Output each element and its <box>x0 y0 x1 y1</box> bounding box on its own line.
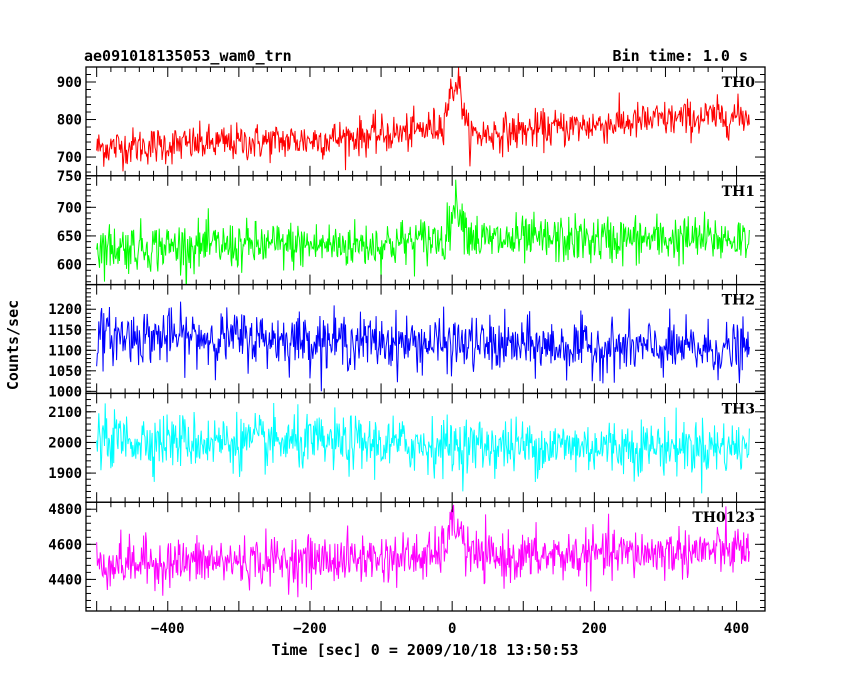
y-tick-label: 800 <box>57 113 82 129</box>
panel-label: TH1 <box>722 184 755 200</box>
panel-th1: 600 650 700 TH1 <box>57 175 766 286</box>
panel-label: TH2 <box>722 293 755 309</box>
y-tick-label: 700 <box>57 200 82 216</box>
y-tick-label: 650 <box>57 229 82 245</box>
x-tick-label: 400 <box>724 621 749 637</box>
panel-th0123: 4400 4600 4800 TH0123 <box>48 501 766 612</box>
panel-th3: 1900 2000 2100 TH3 <box>48 392 766 503</box>
panels-group: 700800900750TH0600650700TH11000105011001… <box>48 66 766 612</box>
y-tick-label: 4400 <box>48 572 82 588</box>
bin-time-label: Bin time: 1.0 s <box>613 47 748 65</box>
panel-th2: 1000 1050 1100 1150 1200 TH2 <box>48 283 766 400</box>
y-tick-label: 1000 <box>48 384 82 400</box>
y-tick-label: 1100 <box>48 343 82 359</box>
y-tick-label: 600 <box>57 258 82 274</box>
chart-title: ae091018135053_wam0_trn <box>84 47 292 65</box>
y-tick-label: 1900 <box>48 466 82 482</box>
y-tick-label: 4600 <box>48 537 82 553</box>
y-tick-label: 4800 <box>48 502 82 518</box>
panel-label: TH3 <box>722 401 755 417</box>
series-line-th0123 <box>96 504 750 598</box>
y-tick-label: 900 <box>57 75 82 91</box>
panel-th0: 700 800 900 750 TH0 <box>57 66 766 185</box>
series-line-th1 <box>96 179 750 285</box>
panel-frame <box>85 501 766 612</box>
x-tick-label: 200 <box>582 621 607 637</box>
x-tick-label: −400 <box>151 621 185 637</box>
panel-label: TH0123 <box>692 510 755 526</box>
x-tick-label: −200 <box>293 621 327 637</box>
y-axis-label: Counts/sec <box>4 300 22 390</box>
y-tick-label: 2100 <box>48 405 82 421</box>
y-tick-label: 1050 <box>48 364 82 380</box>
series-line-th2 <box>96 301 750 392</box>
y-tick-label: 750 <box>57 169 82 185</box>
panel-label: TH0 <box>722 75 756 91</box>
x-tick-label: 0 <box>448 621 456 637</box>
y-tick-label: 2000 <box>48 435 82 451</box>
x-axis-label: Time [sec] 0 = 2009/10/18 13:50:53 <box>271 641 578 659</box>
y-tick-label: 1150 <box>48 323 82 339</box>
series-line-th0 <box>96 67 750 172</box>
y-tick-label: 1200 <box>48 302 82 318</box>
x-axis: −400 −200 0 200 400 <box>151 621 749 637</box>
y-tick-label: 700 <box>57 150 82 166</box>
series-line-th3 <box>96 403 750 494</box>
